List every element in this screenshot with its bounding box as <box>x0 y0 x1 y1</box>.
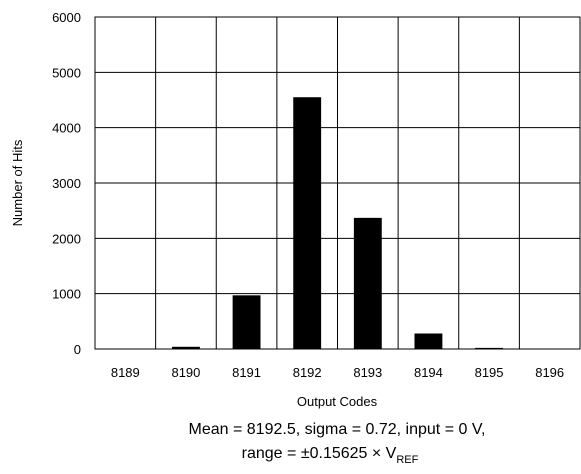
x-tick-label: 8189 <box>111 365 140 380</box>
x-axis-label: Output Codes <box>297 394 378 409</box>
y-tick-labels: 0 1000 2000 3000 4000 5000 6000 <box>52 10 81 357</box>
annotation-line-2-main: range = ±0.15625 × V <box>242 445 397 462</box>
bar <box>354 218 382 349</box>
y-tick-label: 4000 <box>52 121 81 136</box>
bar <box>233 295 261 349</box>
x-tick-label: 8191 <box>232 365 261 380</box>
y-tick-label: 2000 <box>52 231 81 246</box>
bar <box>414 334 442 349</box>
annotation-line-1: Mean = 8192.5, sigma = 0.72, input = 0 V… <box>189 421 486 438</box>
bar <box>293 97 321 349</box>
y-tick-label: 3000 <box>52 176 81 191</box>
x-tick-label: 8196 <box>535 365 564 380</box>
annotation-line-2: range = ±0.15625 × VREF <box>242 445 419 466</box>
y-tick-label: 1000 <box>52 287 81 302</box>
x-tick-label: 8195 <box>475 365 504 380</box>
y-axis-label: Number of Hits <box>10 139 25 226</box>
y-tick-label: 6000 <box>52 10 81 25</box>
x-tick-labels: 8189 8190 8191 8192 8193 8194 8195 8196 <box>111 365 564 380</box>
x-tick-label: 8190 <box>171 365 200 380</box>
y-tick-label: 0 <box>74 342 81 357</box>
y-tick-label: 5000 <box>52 65 81 80</box>
x-tick-label: 8193 <box>353 365 382 380</box>
x-tick-label: 8194 <box>414 365 443 380</box>
x-tick-label: 8192 <box>293 365 322 380</box>
annotation-line-2-subscript: REF <box>396 454 418 466</box>
grid <box>95 17 580 349</box>
